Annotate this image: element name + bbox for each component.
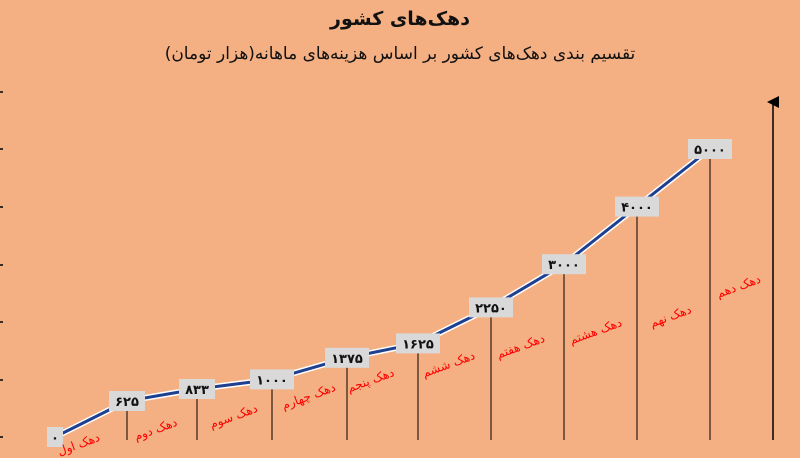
category-label: دهک پنجم bbox=[345, 365, 396, 395]
data-point-box bbox=[542, 254, 586, 275]
category-label: دهک دهم bbox=[715, 272, 763, 301]
data-point-box bbox=[109, 391, 145, 411]
category-label: دهک نهم bbox=[648, 302, 693, 330]
data-label: ۸۳۳ bbox=[185, 383, 209, 398]
data-label: ۳۰۰۰ bbox=[548, 258, 580, 273]
data-point-box bbox=[47, 427, 63, 447]
category-label: دهک هشتم bbox=[567, 315, 623, 347]
data-point-box bbox=[469, 297, 513, 318]
category-label: دهک هفتم bbox=[495, 331, 547, 361]
data-label: ۵۰۰۰ bbox=[694, 143, 726, 158]
data-point-box bbox=[688, 139, 732, 159]
data-label: ۶۲۵ bbox=[115, 395, 139, 410]
series-line-outline bbox=[53, 146, 712, 440]
data-label: ۲۲۵۰ bbox=[475, 301, 507, 316]
data-point-box bbox=[396, 333, 440, 354]
data-point-box bbox=[250, 369, 294, 390]
category-label: دهک دوم bbox=[132, 415, 179, 444]
data-point-box bbox=[179, 379, 215, 400]
data-point-box bbox=[615, 196, 659, 217]
chart-subtitle: تقسیم بندی دهک‌های کشور بر اساس هزینه‌ها… bbox=[164, 44, 636, 64]
data-label: ۱۶۲۵ bbox=[402, 337, 434, 352]
data-label: ۱۳۷۵ bbox=[331, 352, 363, 367]
series-line bbox=[54, 147, 711, 439]
category-label: دهک سوم bbox=[208, 401, 260, 432]
data-label: ۱۰۰۰ bbox=[256, 373, 288, 388]
data-label: ۴۰۰۰ bbox=[621, 201, 653, 216]
data-label: ۰ bbox=[51, 431, 59, 446]
data-point-box bbox=[325, 347, 369, 368]
chart-title: دهک‌های کشور bbox=[330, 8, 470, 30]
